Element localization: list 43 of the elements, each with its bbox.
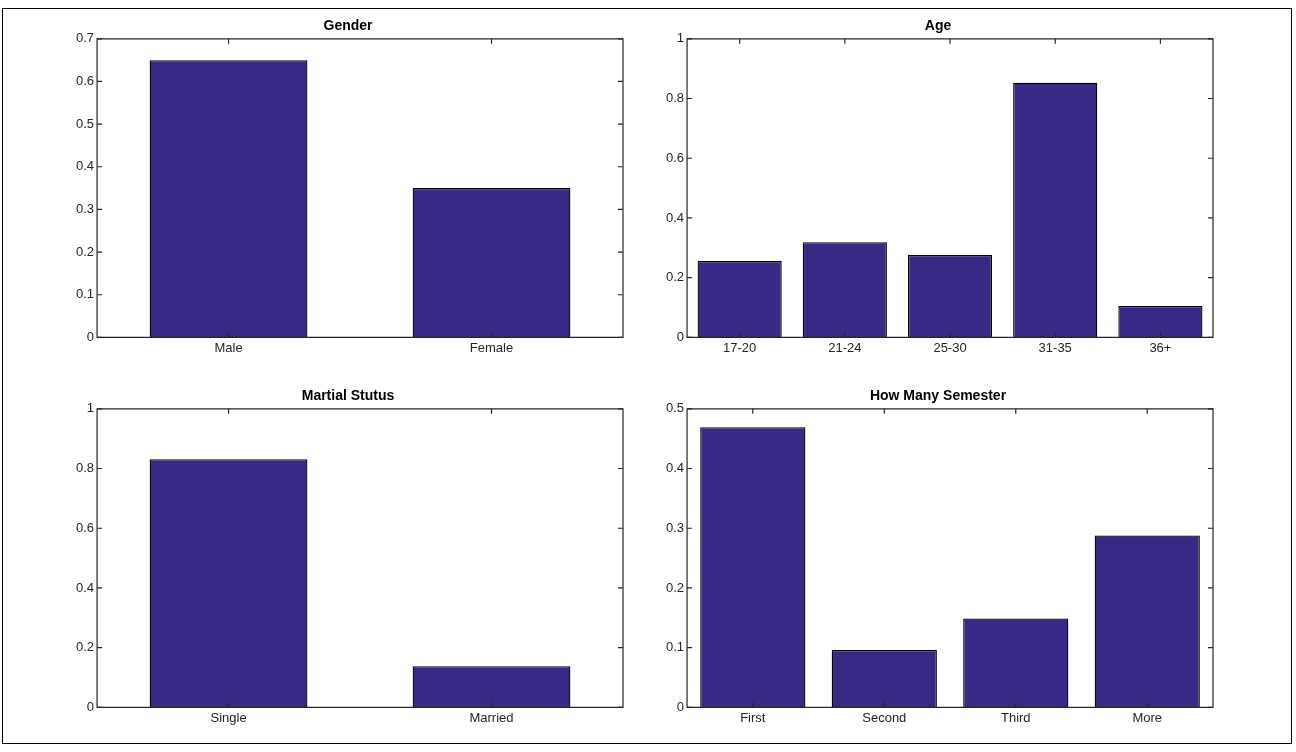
y-tick-label: 0.3 (665, 519, 685, 535)
y-tick-label: 0.4 (75, 158, 95, 174)
y-tick-label: 0.2 (75, 639, 95, 655)
x-tick-label: 25-30 (933, 339, 967, 355)
x-tick-label: Third (1000, 709, 1031, 725)
y-tick-label: 0.2 (665, 579, 685, 595)
y-tick-label: 0.1 (75, 286, 95, 302)
x-tick-label: Married (469, 709, 514, 725)
y-tick-label: 0.6 (75, 73, 95, 89)
x-tick-label: 17-20 (723, 339, 757, 355)
y-tick-label: 0.6 (665, 149, 685, 165)
chart-title: Martial Stutus (301, 387, 395, 404)
y-tick-label: 1 (86, 400, 95, 416)
chart-title: Age (924, 17, 952, 34)
x-tick-label: First (740, 709, 766, 725)
y-tick-label: 0.3 (75, 201, 95, 217)
chart-title: How Many Semester (869, 387, 1007, 404)
x-tick-label: 36+ (1149, 339, 1172, 355)
y-tick-label: 0.5 (75, 115, 95, 131)
y-tick-label: 0.7 (75, 30, 95, 46)
y-tick-label: 0 (676, 698, 685, 714)
x-tick-label: 21-24 (828, 339, 862, 355)
x-tick-label: 31-35 (1038, 339, 1072, 355)
chart-title: Gender (323, 17, 374, 34)
y-tick-label: 0.4 (75, 579, 95, 595)
y-tick-label: 1 (676, 30, 685, 46)
y-tick-label: 0.4 (665, 209, 685, 225)
y-tick-label: 0.8 (75, 460, 95, 476)
x-tick-label: More (1132, 709, 1163, 725)
y-tick-label: 0 (676, 328, 685, 344)
y-tick-label: 0.2 (75, 243, 95, 259)
y-tick-label: 0.4 (665, 460, 685, 476)
y-tick-label: 0.1 (665, 639, 685, 655)
y-tick-label: 0.2 (665, 269, 685, 285)
y-tick-label: 0 (86, 698, 95, 714)
x-tick-label: Single (210, 709, 247, 725)
y-tick-label: 0.8 (665, 90, 685, 106)
x-tick-label: Second (862, 709, 907, 725)
y-tick-label: 0 (86, 328, 95, 344)
y-tick-label: 0.5 (665, 400, 685, 416)
x-tick-label: Male (214, 339, 243, 355)
x-tick-label: Female (469, 339, 514, 355)
y-tick-label: 0.6 (75, 519, 95, 535)
